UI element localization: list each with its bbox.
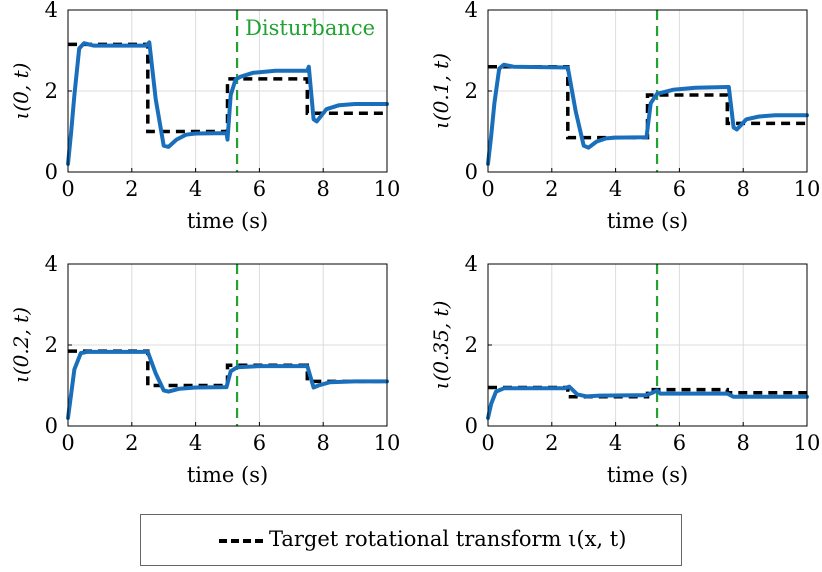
- y-tick-label: 2: [465, 333, 478, 357]
- response-series-line: [66, 349, 389, 420]
- response-series-line: [66, 40, 389, 166]
- x-tick-label: 4: [189, 431, 202, 455]
- y-tick-label: 4: [45, 0, 58, 22]
- x-axis-label: time (s): [607, 209, 688, 233]
- panel-1: 0 2 4 6 8 10 0 2 4 time (s) ι(0, t) Disturbance: [9, 0, 400, 233]
- y-tick-label: 2: [465, 79, 478, 103]
- y-tick-label: 2: [45, 79, 58, 103]
- target-series-line: [68, 349, 387, 388]
- x-tick-label: 0: [61, 177, 74, 201]
- y-axis-label: ι(0, t): [9, 63, 33, 120]
- y-tick-label: 2: [45, 333, 58, 357]
- y-tick-label: 0: [45, 414, 58, 438]
- x-tick-label: 6: [253, 177, 266, 201]
- x-tick-label: 10: [374, 431, 401, 455]
- y-axis-label: ι(0.2, t): [9, 307, 33, 383]
- panel-4: 0 2 4 6 8 10 0 2 4 time (s) ι(0.35, t): [429, 252, 820, 487]
- x-tick-label: 4: [609, 431, 622, 455]
- y-tick-label: 0: [465, 160, 478, 184]
- x-tick-label: 4: [609, 177, 622, 201]
- x-tick-label: 0: [481, 177, 494, 201]
- y-tick-label: 0: [465, 414, 478, 438]
- x-tick-label: 2: [125, 177, 138, 201]
- y-tick-label: 4: [465, 252, 478, 276]
- disturbance-annotation: Disturbance: [245, 16, 375, 40]
- x-tick-label: 0: [61, 431, 74, 455]
- x-tick-label: 2: [545, 431, 558, 455]
- target-series-line: [68, 42, 387, 134]
- response-series-line: [486, 62, 809, 166]
- x-tick-label: 2: [125, 431, 138, 455]
- panel-3: 0 2 4 6 8 10 0 2 4 time (s) ι(0.2, t): [9, 252, 400, 487]
- response-series-line: [486, 384, 809, 420]
- y-tick-label: 4: [45, 252, 58, 276]
- x-tick-label: 10: [794, 431, 821, 455]
- x-axis-label: time (s): [187, 463, 268, 487]
- y-axis-label: ι(0.35, t): [429, 301, 453, 390]
- legend-target-swatch: [219, 539, 263, 543]
- x-tick-label: 8: [737, 431, 750, 455]
- x-axis-label: time (s): [187, 209, 268, 233]
- x-tick-label: 2: [545, 177, 558, 201]
- x-tick-label: 6: [673, 431, 686, 455]
- x-tick-label: 6: [253, 431, 266, 455]
- x-tick-label: 10: [374, 177, 401, 201]
- x-tick-label: 8: [317, 431, 330, 455]
- y-tick-label: 0: [45, 160, 58, 184]
- x-tick-label: 0: [481, 431, 494, 455]
- x-tick-label: 8: [737, 177, 750, 201]
- y-tick-label: 4: [465, 0, 478, 22]
- x-tick-label: 8: [317, 177, 330, 201]
- x-tick-label: 4: [189, 177, 202, 201]
- x-tick-label: 6: [673, 177, 686, 201]
- y-axis-label: ι(0.1, t): [429, 53, 453, 129]
- x-axis-label: time (s): [607, 463, 688, 487]
- panel-2: 0 2 4 6 8 10 0 2 4 time (s) ι(0.1, t): [429, 0, 820, 233]
- legend: Target rotational transform ι(x, t): [140, 514, 682, 566]
- legend-label: Target rotational transform ι(x, t): [269, 527, 627, 551]
- x-tick-label: 10: [794, 177, 821, 201]
